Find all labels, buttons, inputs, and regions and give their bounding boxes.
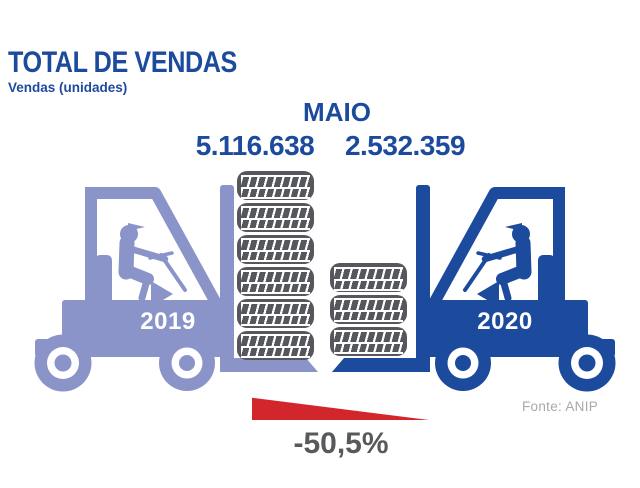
source-label: Fonte: ANIP	[522, 399, 599, 414]
change-percentage: -50,5%	[293, 427, 389, 460]
tire-stack-2019	[237, 171, 314, 361]
tire-stack-2020	[330, 263, 407, 357]
year-label-2019: 2019	[140, 308, 196, 335]
tire-icon	[237, 202, 314, 233]
tire-icon	[237, 234, 314, 265]
value-label-2019: 5.116.638	[195, 130, 315, 161]
year-label-2020: 2020	[477, 308, 533, 335]
tire-icon	[237, 330, 314, 361]
tire-icon	[237, 298, 314, 329]
tire-icon	[237, 266, 314, 297]
decline-arrow-icon	[252, 397, 429, 420]
tire-icon	[330, 263, 407, 293]
page-subtitle: Vendas (unidades)	[8, 80, 128, 95]
tire-icon	[330, 326, 407, 357]
page-title: TOTAL DE VENDAS	[8, 46, 237, 79]
tire-icon	[330, 294, 407, 325]
tire-icon	[237, 171, 314, 201]
value-label-2020: 2.532.359	[344, 130, 466, 161]
month-label: MAIO	[303, 97, 371, 127]
